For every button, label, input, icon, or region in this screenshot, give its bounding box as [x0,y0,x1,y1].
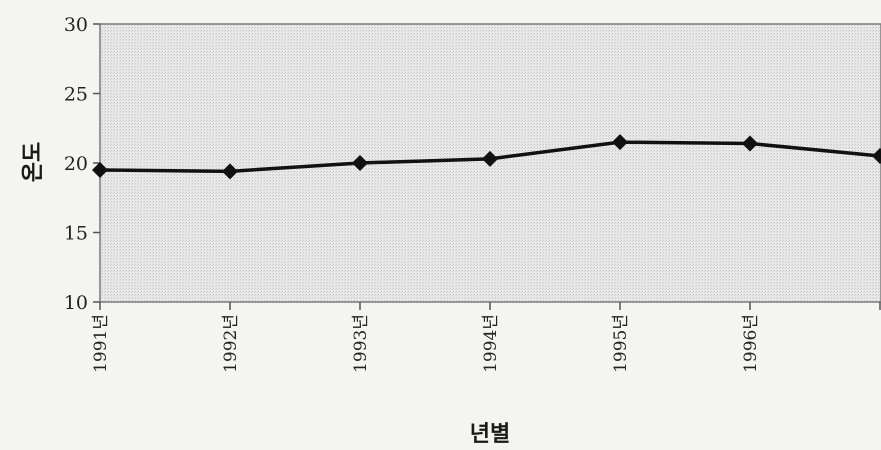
data-point-marker [352,155,368,171]
data-point-marker [222,163,238,180]
x-axis-title: 년별 [470,422,510,447]
x-tick-label: 1992년 [221,314,241,373]
x-tick-label: 1996년 [741,314,761,373]
x-tick-label: 1995년 [611,314,631,373]
y-tick-label: 20 [64,153,88,175]
y-axis-title: 온도 [21,142,46,182]
x-tick-label: 1991년 [91,314,111,373]
data-point-marker [742,135,758,152]
x-tick-label: 1993년 [351,314,371,373]
data-point-marker [482,150,498,167]
y-tick-label: 10 [64,292,88,314]
data-point-marker [872,148,881,165]
data-point-marker [612,134,628,151]
y-tick-label: 25 [64,84,88,106]
x-tick-label: 1994년 [481,314,501,373]
data-point-marker [92,161,108,178]
y-tick-label: 30 [64,14,88,36]
y-tick-label: 15 [64,223,88,245]
